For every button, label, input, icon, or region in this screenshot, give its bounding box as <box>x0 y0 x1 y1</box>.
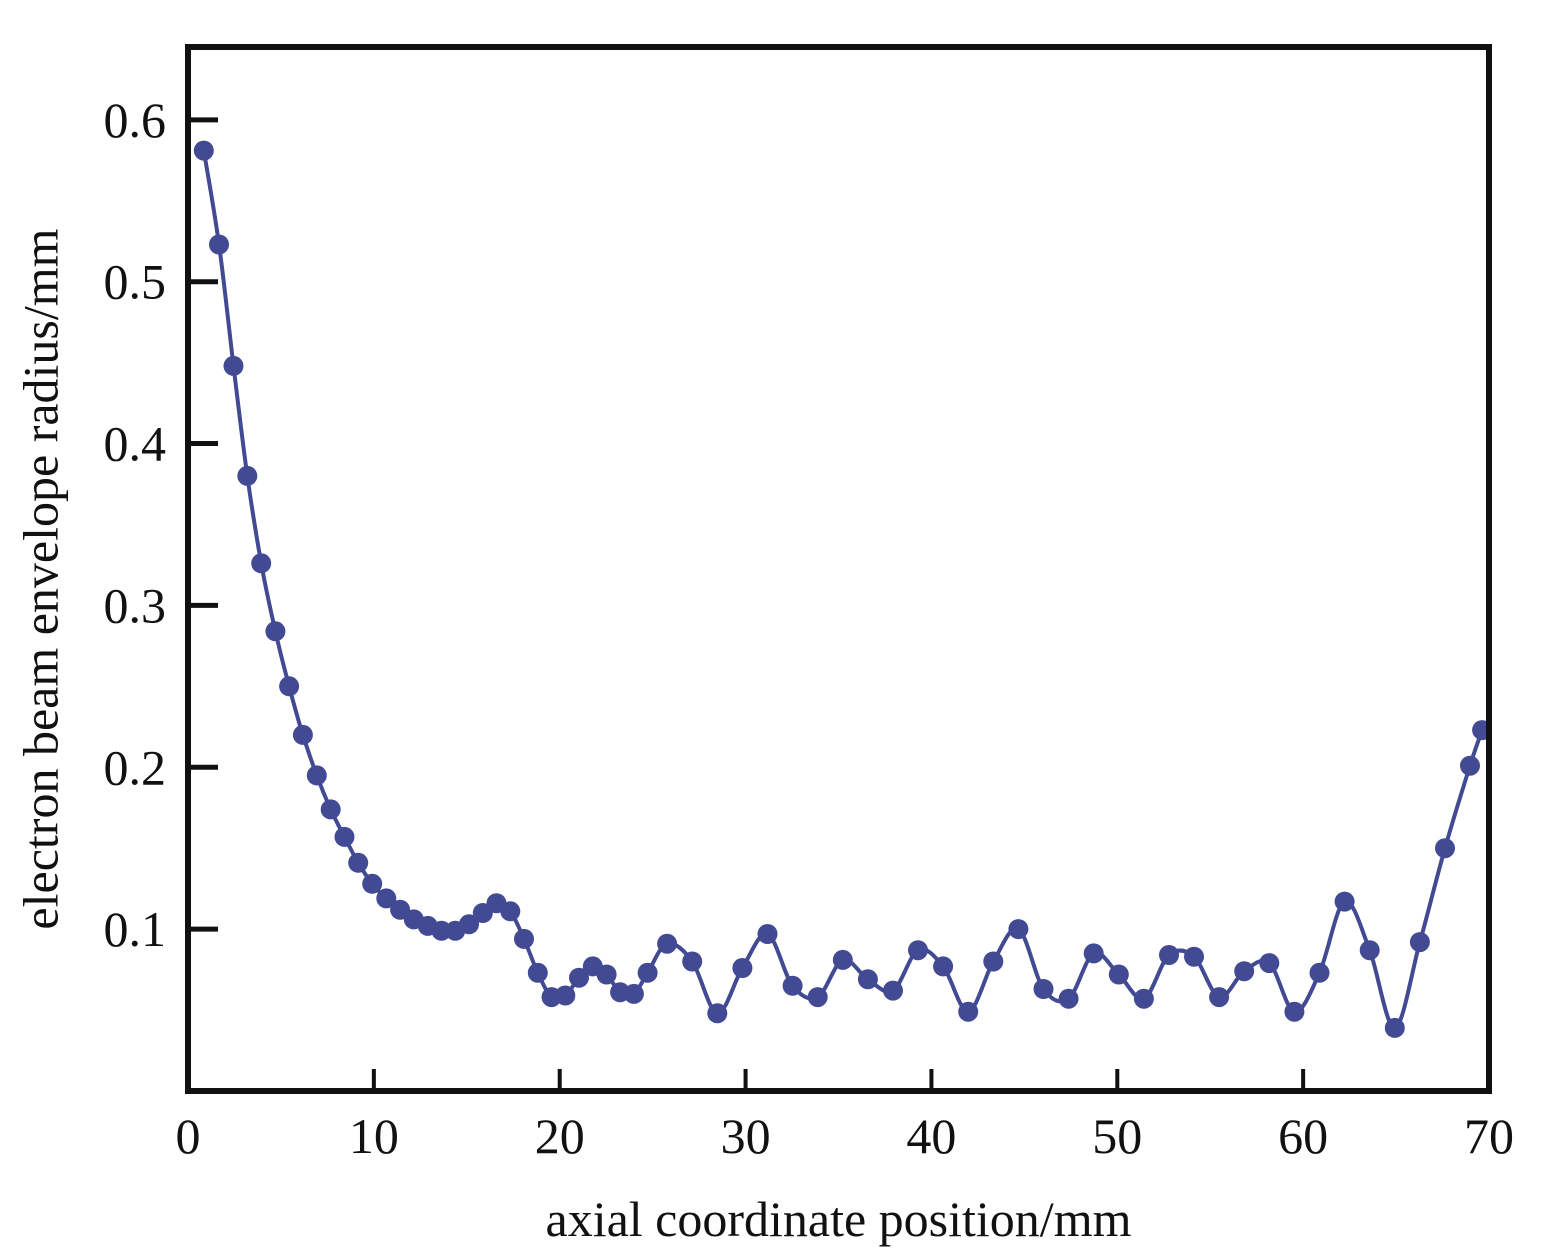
y-tick-label: 0.2 <box>104 739 167 795</box>
x-tick-label: 70 <box>1464 1108 1514 1164</box>
data-point <box>908 940 928 961</box>
data-point <box>983 951 1004 972</box>
data-point <box>362 873 383 894</box>
data-point <box>431 920 452 941</box>
data-point <box>1309 962 1330 983</box>
x-axis-title: axial coordinate position/mm <box>546 1191 1132 1247</box>
data-point <box>223 355 244 376</box>
data-point <box>1259 953 1280 974</box>
data-point <box>637 962 658 983</box>
data-point <box>500 901 521 922</box>
data-point <box>682 951 703 972</box>
x-tick-label: 0 <box>176 1108 201 1164</box>
x-tick-label: 30 <box>721 1108 771 1164</box>
data-point <box>1008 919 1029 940</box>
data-point <box>732 958 753 978</box>
data-point <box>1234 961 1255 982</box>
data-point <box>555 985 576 1006</box>
data-point <box>1359 940 1380 961</box>
data-point <box>292 724 313 745</box>
axis-ticks <box>186 117 1491 1091</box>
data-point <box>279 676 300 697</box>
data-point <box>832 949 853 970</box>
data-point <box>209 234 229 255</box>
data-point <box>883 980 903 1001</box>
data-point <box>707 1003 728 1024</box>
y-tick-label: 0.1 <box>104 901 167 957</box>
data-point <box>376 888 397 909</box>
data-point <box>306 765 327 786</box>
data-point <box>1284 1001 1305 1022</box>
x-tick-label: 40 <box>906 1108 956 1164</box>
y-tick-label: 0.5 <box>104 254 167 310</box>
data-point <box>459 914 479 935</box>
data-point <box>320 799 341 820</box>
data-point <box>237 465 258 486</box>
data-point <box>251 553 272 574</box>
data-point <box>1209 987 1230 1008</box>
data-point <box>1184 946 1204 967</box>
data-point <box>1159 945 1179 965</box>
data-point <box>596 964 617 985</box>
data-point <box>1334 891 1355 912</box>
data-point <box>1435 838 1455 859</box>
data-point <box>1409 932 1430 953</box>
data-point <box>623 983 644 1004</box>
plot-frame <box>185 44 1492 1094</box>
x-tick-label: 50 <box>1092 1108 1142 1164</box>
y-axis-title: electron beam envelope radius/mm <box>12 228 68 929</box>
data-point <box>1083 943 1104 964</box>
data-point <box>657 933 678 954</box>
x-tick-label: 10 <box>349 1108 399 1164</box>
y-tick-label: 0.4 <box>104 416 167 472</box>
data-point <box>348 852 369 873</box>
y-tick-label: 0.3 <box>104 577 167 633</box>
data-point <box>527 962 548 983</box>
data-point <box>514 928 534 949</box>
data-point <box>1108 964 1129 985</box>
data-point <box>782 975 803 996</box>
data-point <box>334 826 355 847</box>
data-point <box>857 969 878 990</box>
x-tick-label: 60 <box>1278 1108 1328 1164</box>
tick-labels: 0 10 20 30 40 50 60 70 0.1 0.2 0.3 0.4 0.5 0.6 <box>104 92 1515 1164</box>
data-point <box>757 924 778 944</box>
x-tick-label: 20 <box>535 1108 585 1164</box>
data-point <box>1133 988 1154 1009</box>
data-point <box>1058 988 1079 1009</box>
data-point <box>1033 979 1054 999</box>
data-point <box>193 140 214 161</box>
data-point <box>933 956 954 977</box>
data-point <box>265 621 286 642</box>
data-point <box>1384 1017 1405 1038</box>
y-tick-label: 0.6 <box>104 92 167 148</box>
data-point <box>807 987 828 1008</box>
data-point <box>569 967 589 988</box>
series-markers <box>193 140 1493 1038</box>
data-point <box>1460 755 1480 776</box>
data-point <box>958 1001 979 1022</box>
